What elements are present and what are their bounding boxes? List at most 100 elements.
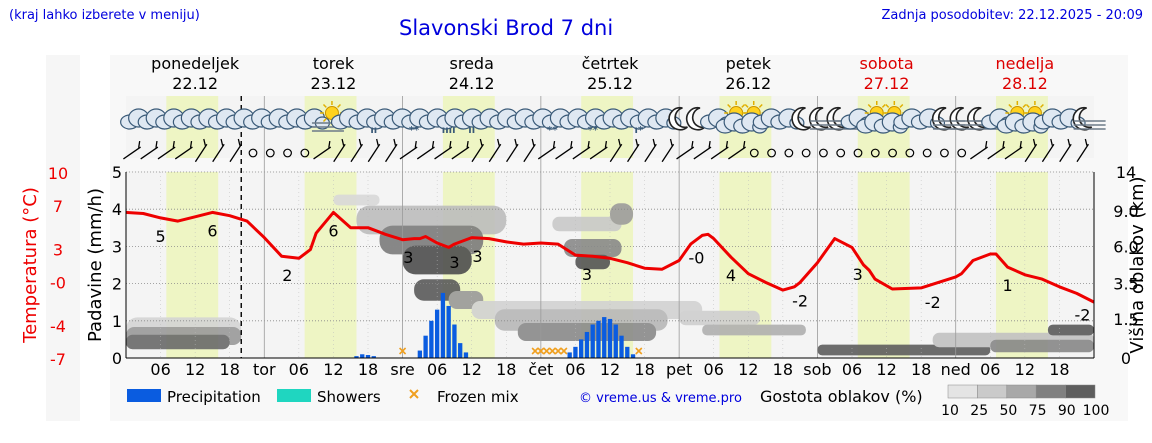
barb-feather [237, 138, 241, 146]
sun-ray [1022, 103, 1027, 108]
precip-bar [434, 309, 440, 358]
temperature-tick-label: -4 [50, 317, 66, 336]
precip-bar [371, 356, 376, 358]
wind-barb-icon [1041, 138, 1055, 163]
barb-shaft [229, 143, 242, 163]
x-tick-label: sob [803, 360, 831, 379]
moon-icon [668, 106, 688, 131]
barb-feather [570, 140, 573, 148]
barb-feather [414, 140, 417, 148]
barb-feather [1002, 140, 1005, 148]
barb-shaft [194, 143, 208, 163]
barb-shaft [350, 143, 363, 163]
precip-bar [354, 356, 359, 358]
frozen-mix-marker [537, 347, 545, 355]
sun-ray [1040, 103, 1044, 108]
barb-feather [431, 140, 435, 148]
legend-cloud-level: 50 [999, 403, 1017, 419]
wind-calm-icon [767, 148, 776, 158]
left-axis-panel [46, 55, 80, 421]
barb-shaft [506, 143, 519, 163]
precip-glyph: ı* [634, 125, 643, 136]
precip-bar [579, 339, 584, 358]
barb-shaft [609, 143, 623, 163]
x-tick-label: 18 [496, 360, 516, 379]
wind-barb-icon [676, 140, 695, 160]
legend-cloud-level: 75 [1029, 403, 1047, 419]
barb-feather [669, 138, 673, 146]
legend-showers-label: Showers [317, 388, 381, 406]
wind-barb-icon [1004, 140, 1023, 160]
cloud-density-patch [817, 344, 991, 356]
wind-barb-icon [1059, 138, 1072, 163]
x-tick-label: 06 [150, 360, 170, 379]
x-tick-label: 06 [565, 360, 585, 379]
barb-feather [497, 138, 500, 146]
wind-barb-icon [987, 140, 1006, 160]
precip-tick-label: 0 [112, 349, 122, 368]
precip-bar [567, 352, 572, 358]
wind-calm-icon [300, 148, 310, 158]
precip-glyph: ıı [468, 125, 475, 136]
legend-frozen-label: Frozen mix [437, 388, 519, 406]
temperature-value-label: -2 [792, 291, 808, 310]
frozen-mix-marker [635, 347, 643, 355]
temperature-value-label: 3 [582, 265, 592, 284]
cloud-density-patch [414, 279, 461, 301]
cloud-height-tick-label: 1.5 [1113, 310, 1138, 329]
precip-bar [423, 335, 428, 358]
barb-feather [466, 140, 469, 148]
barb-shaft [157, 146, 176, 160]
wind-barb-icon [488, 138, 502, 163]
barb-feather [531, 138, 535, 146]
precip-bar [429, 320, 434, 358]
wind-calm-icon [801, 148, 811, 158]
barb-shaft [123, 146, 141, 160]
sun-ray [885, 103, 890, 108]
barb-feather [552, 140, 556, 148]
barb-shaft [174, 146, 193, 160]
cloud-height-tick-label: 3.5 [1113, 275, 1138, 294]
legend-cloud-swatch [1035, 384, 1066, 399]
day-name: ponedeljek [151, 54, 240, 73]
page-title: Slavonski Brod 7 dni [399, 16, 614, 40]
wind-barb-icon [194, 138, 208, 163]
barb-shaft [333, 143, 346, 163]
barb-feather [635, 138, 639, 146]
x-tick-label: 18 [220, 360, 240, 379]
barb-feather [708, 140, 711, 148]
wind-barb-icon [451, 140, 470, 160]
barb-shaft [710, 146, 729, 160]
barb-shaft [589, 146, 608, 160]
cloud-density-patch [1047, 324, 1094, 336]
precip-bar [584, 331, 590, 358]
x-tick-label: ned [941, 360, 971, 379]
wind-calm-icon [922, 148, 932, 158]
barb-feather [691, 140, 694, 148]
barb-shaft [212, 143, 225, 163]
barb-shaft [537, 146, 556, 160]
precip-bar [365, 355, 371, 358]
legend-precip-label: Precipitation [167, 388, 261, 406]
sun-ray [881, 103, 886, 108]
cloud-density-patch [552, 216, 622, 232]
wind-barb-icon [399, 140, 418, 160]
precip-glyph: ** [409, 125, 420, 136]
precip-bar [573, 346, 578, 358]
legend-cloud-level: 100 [1083, 403, 1110, 419]
x-tick-label: 06 [289, 360, 309, 379]
sun-ray [899, 103, 904, 108]
barb-feather [220, 138, 224, 146]
x-tick-label: 06 [842, 360, 862, 379]
menu-hint[interactable]: (kraj lahko izberete v meniju) [9, 8, 200, 23]
frozen-mix-marker [399, 347, 407, 355]
cloud-density-patch [679, 310, 760, 326]
wind-calm-icon [265, 148, 275, 158]
moon-icon [791, 106, 811, 131]
barb-shaft [693, 146, 712, 160]
precip-glyph: ** [547, 125, 558, 136]
barb-shaft [385, 143, 398, 163]
x-tick-label: 18 [911, 360, 931, 379]
x-tick-label: 12 [185, 360, 205, 379]
barb-shaft [367, 143, 381, 163]
